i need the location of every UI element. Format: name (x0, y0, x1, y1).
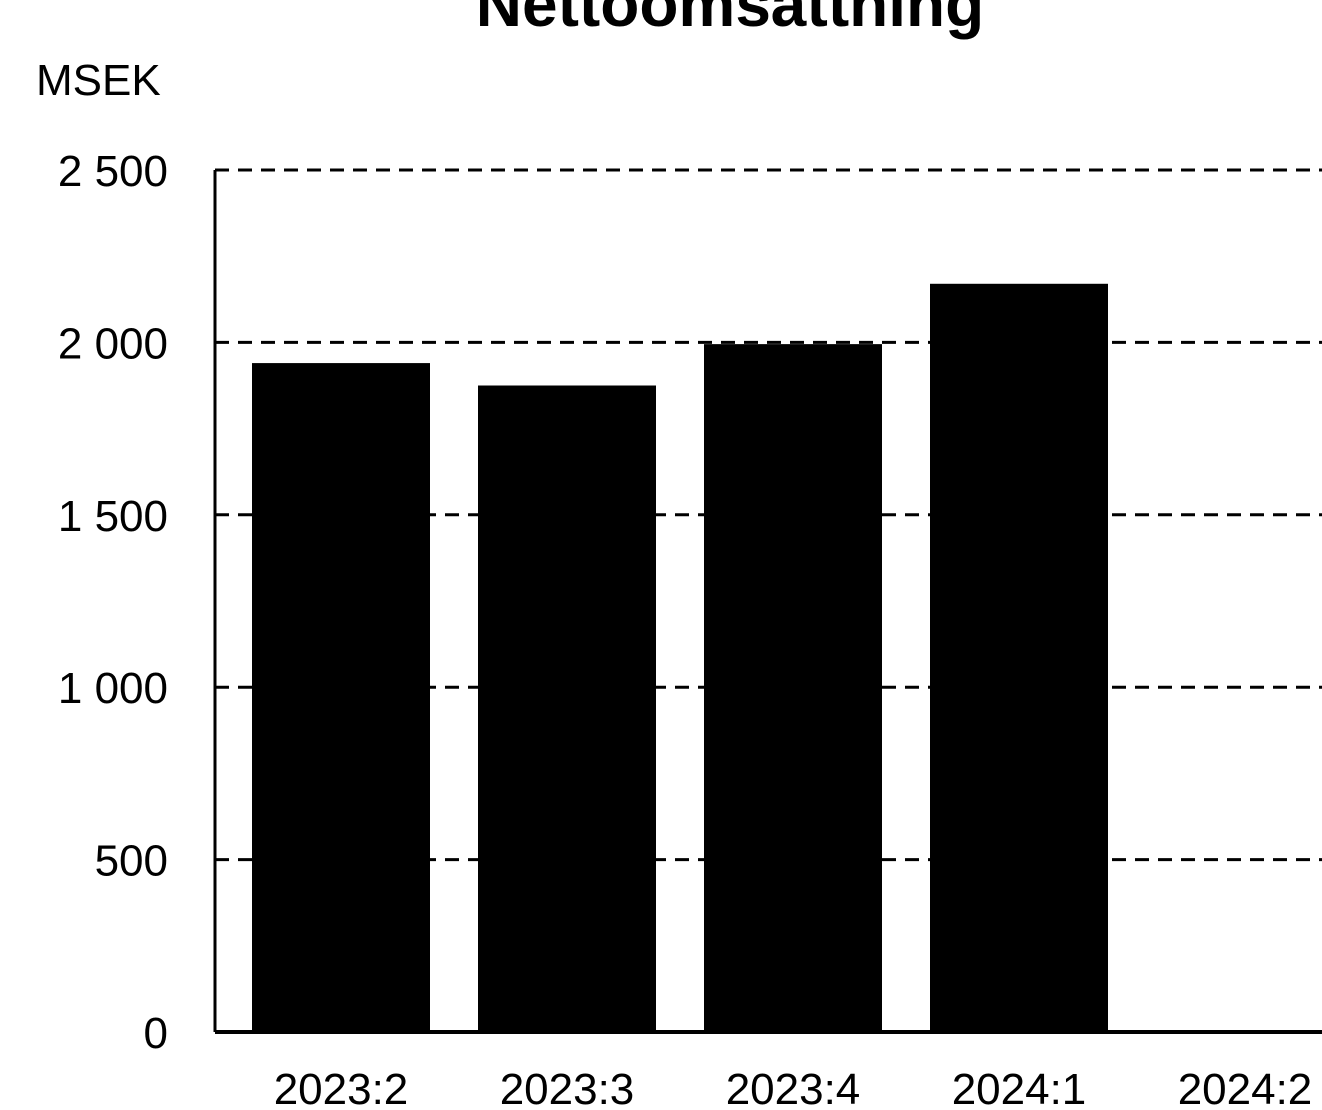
x-tick-label: 2024:1 (952, 1065, 1087, 1110)
y-tick-label: 2 500 (58, 147, 168, 196)
axes (213, 170, 1322, 1034)
y-tick-label: 0 (144, 1009, 168, 1058)
bars (252, 283, 1108, 1032)
y-tick-label: 2 000 (58, 319, 168, 368)
y-unit-label: MSEK (36, 56, 161, 105)
x-tick-label: 2023:2 (274, 1065, 409, 1110)
bar-2023-4 (704, 344, 882, 1032)
bar-2024-1 (930, 283, 1108, 1032)
y-tick-label: 500 (95, 837, 168, 886)
x-tick-labels: 2023:2 2023:3 2023:4 2024:1 2024:2 (274, 1065, 1313, 1110)
bar-2023-2 (252, 363, 430, 1032)
x-tick-label: 2023:4 (726, 1065, 861, 1110)
chart-title: Nettoomsättning (476, 0, 984, 40)
x-tick-label: 2023:3 (500, 1065, 635, 1110)
bar-2023-3 (478, 385, 656, 1032)
y-tick-label: 1 000 (58, 664, 168, 713)
y-tick-label: 1 500 (58, 492, 168, 541)
y-tick-labels: 0 500 1 000 1 500 2 000 2 500 (58, 147, 168, 1058)
x-tick-label: 2024:2 (1178, 1065, 1313, 1110)
